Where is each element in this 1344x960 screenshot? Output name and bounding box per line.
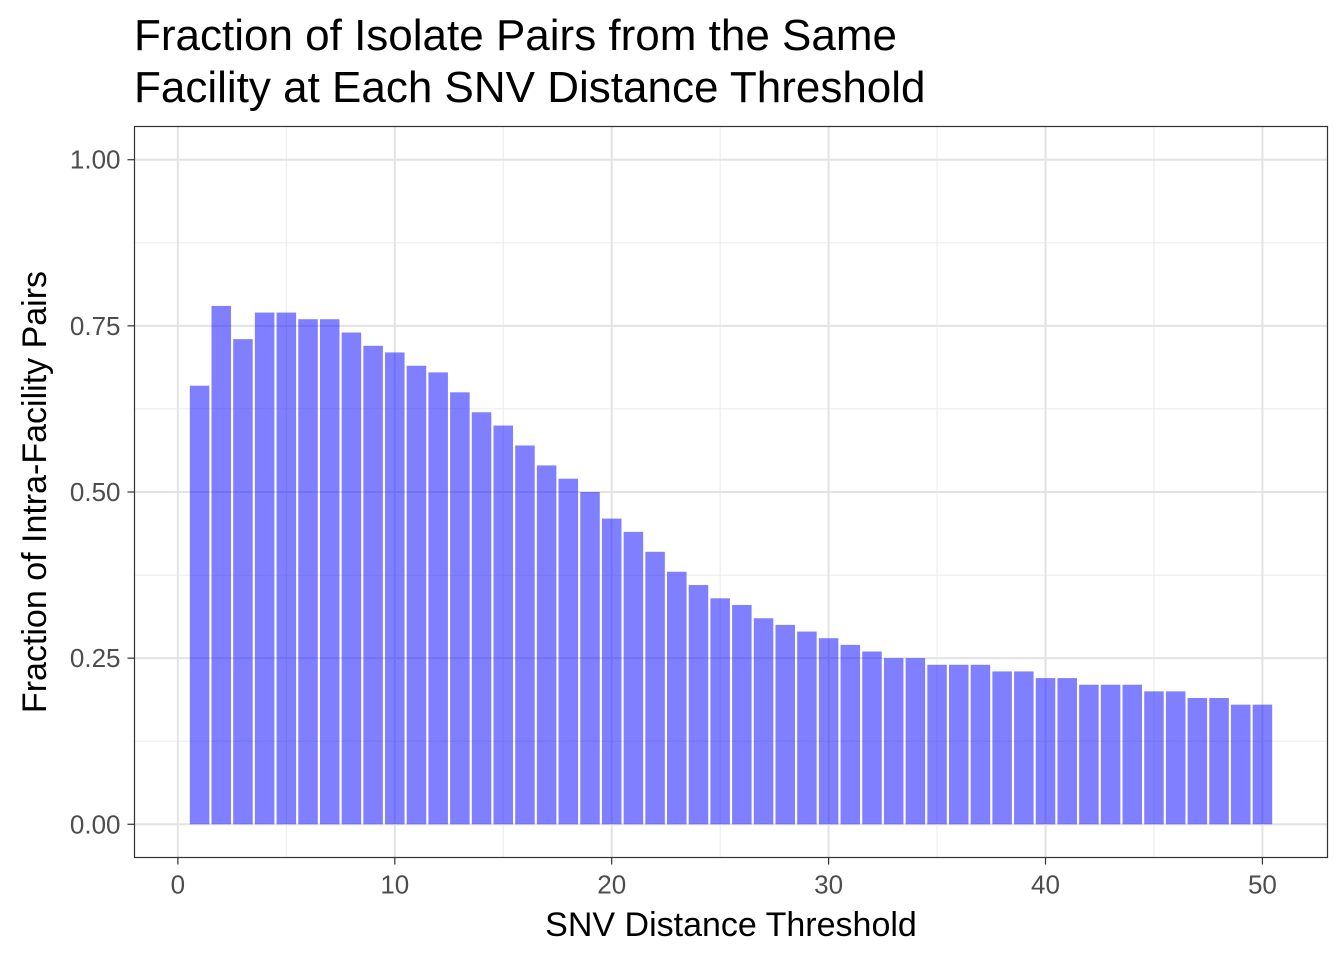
bar-2 [212, 306, 232, 824]
bar-27 [754, 618, 774, 824]
bar-26 [732, 605, 752, 824]
bar-16 [515, 445, 535, 824]
chart-title-line-1: Fraction of Isolate Pairs from the Same [134, 11, 897, 60]
x-tick-label: 40 [1031, 870, 1060, 900]
bar-48 [1209, 698, 1229, 824]
bar-45 [1144, 691, 1164, 824]
bar-4 [255, 313, 275, 825]
bar-37 [971, 665, 991, 824]
bar-31 [841, 645, 861, 824]
bar-35 [927, 665, 947, 824]
x-axis-ticks: 0 10 20 30 40 50 [171, 858, 1277, 900]
bar-15 [493, 426, 513, 825]
chart-title-line-2: Facility at Each SNV Distance Threshold [134, 63, 926, 112]
bar-23 [667, 572, 687, 825]
bar-19 [580, 492, 600, 824]
bar-40 [1036, 678, 1056, 824]
bar-11 [407, 366, 427, 825]
x-tick-label: 10 [380, 870, 409, 900]
bar-13 [450, 392, 470, 824]
x-tick-label: 20 [597, 870, 626, 900]
bar-18 [559, 479, 579, 825]
bars [190, 306, 1272, 824]
bar-36 [949, 665, 969, 824]
bar-47 [1188, 698, 1208, 824]
bar-30 [819, 638, 839, 824]
bar-14 [472, 412, 492, 824]
bar-41 [1057, 678, 1077, 824]
bar-29 [797, 632, 817, 825]
bar-44 [1123, 685, 1143, 825]
bar-34 [906, 658, 926, 824]
bar-21 [624, 532, 644, 824]
bar-38 [992, 671, 1012, 824]
bar-22 [645, 552, 665, 824]
bar-39 [1014, 671, 1034, 824]
bar-20 [602, 519, 622, 825]
bar-33 [884, 658, 904, 824]
x-axis-title: SNV Distance Threshold [545, 906, 917, 944]
bar-7 [320, 319, 340, 824]
y-tick-label: 0.25 [70, 643, 121, 673]
bar-50 [1253, 705, 1273, 825]
bar-10 [385, 352, 405, 824]
y-axis-ticks: 0.00 0.25 0.50 0.75 1.00 [70, 145, 135, 840]
x-tick-label: 0 [171, 870, 185, 900]
bar-3 [233, 339, 253, 824]
y-tick-label: 0.00 [70, 809, 121, 839]
x-tick-label: 50 [1248, 870, 1277, 900]
bar-1 [190, 386, 210, 825]
bar-49 [1231, 705, 1251, 825]
bar-5 [277, 313, 297, 825]
bar-8 [342, 333, 362, 825]
bar-43 [1101, 685, 1121, 825]
bar-9 [363, 346, 383, 824]
bar-42 [1079, 685, 1099, 825]
y-tick-label: 1.00 [70, 145, 121, 175]
bar-6 [298, 319, 318, 824]
y-tick-label: 0.75 [70, 311, 121, 341]
y-tick-label: 0.50 [70, 477, 121, 507]
bar-32 [862, 651, 882, 824]
x-tick-label: 30 [814, 870, 843, 900]
bar-46 [1166, 691, 1186, 824]
bar-17 [537, 465, 557, 824]
bar-24 [689, 585, 709, 824]
bar-28 [775, 625, 795, 824]
y-axis-title: Fraction of Intra-Facility Pairs [16, 271, 54, 713]
bar-12 [428, 372, 448, 824]
bar-25 [710, 598, 730, 824]
